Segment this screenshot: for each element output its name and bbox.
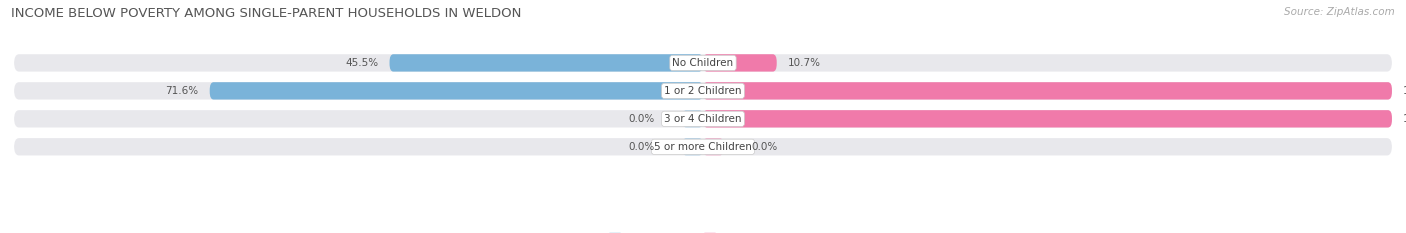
Text: 3 or 4 Children: 3 or 4 Children	[664, 114, 742, 124]
FancyBboxPatch shape	[682, 138, 703, 155]
Text: 100.0%: 100.0%	[1403, 114, 1406, 124]
FancyBboxPatch shape	[703, 110, 1392, 127]
Text: Source: ZipAtlas.com: Source: ZipAtlas.com	[1284, 7, 1395, 17]
FancyBboxPatch shape	[14, 82, 1392, 99]
FancyBboxPatch shape	[703, 138, 724, 155]
FancyBboxPatch shape	[703, 54, 776, 72]
Text: 45.5%: 45.5%	[346, 58, 378, 68]
Text: 1 or 2 Children: 1 or 2 Children	[664, 86, 742, 96]
Text: 5 or more Children: 5 or more Children	[654, 142, 752, 152]
Text: 0.0%: 0.0%	[628, 114, 655, 124]
Text: No Children: No Children	[672, 58, 734, 68]
FancyBboxPatch shape	[14, 138, 1392, 155]
Text: INCOME BELOW POVERTY AMONG SINGLE-PARENT HOUSEHOLDS IN WELDON: INCOME BELOW POVERTY AMONG SINGLE-PARENT…	[11, 7, 522, 20]
FancyBboxPatch shape	[389, 54, 703, 72]
Text: 71.6%: 71.6%	[166, 86, 198, 96]
FancyBboxPatch shape	[703, 82, 1392, 99]
FancyBboxPatch shape	[209, 82, 703, 99]
FancyBboxPatch shape	[14, 110, 1392, 127]
Text: 100.0%: 100.0%	[1403, 86, 1406, 96]
Text: 0.0%: 0.0%	[751, 142, 778, 152]
FancyBboxPatch shape	[14, 54, 1392, 72]
FancyBboxPatch shape	[682, 110, 703, 127]
Text: 10.7%: 10.7%	[787, 58, 821, 68]
Legend: Single Father, Single Mother: Single Father, Single Mother	[605, 229, 801, 233]
Text: 0.0%: 0.0%	[628, 142, 655, 152]
